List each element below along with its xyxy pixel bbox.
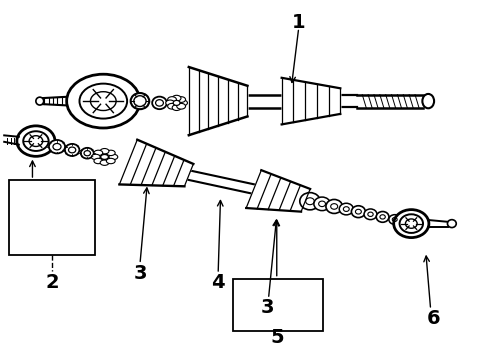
Ellipse shape: [79, 84, 127, 118]
Ellipse shape: [422, 94, 434, 108]
Ellipse shape: [67, 74, 140, 128]
Bar: [233, 279, 323, 330]
Ellipse shape: [106, 150, 115, 156]
Ellipse shape: [156, 100, 163, 106]
Ellipse shape: [177, 97, 186, 103]
Text: 3: 3: [133, 264, 147, 283]
Ellipse shape: [106, 158, 115, 164]
Ellipse shape: [351, 206, 366, 217]
Ellipse shape: [36, 97, 44, 105]
Ellipse shape: [168, 97, 176, 103]
Ellipse shape: [94, 158, 103, 164]
Text: 4: 4: [211, 273, 225, 292]
Ellipse shape: [399, 214, 423, 233]
Ellipse shape: [172, 105, 181, 111]
Ellipse shape: [152, 96, 167, 109]
Ellipse shape: [17, 126, 55, 156]
Bar: [9, 180, 95, 255]
Ellipse shape: [65, 144, 79, 156]
Ellipse shape: [172, 95, 181, 101]
Ellipse shape: [23, 131, 49, 151]
Ellipse shape: [166, 100, 174, 106]
Ellipse shape: [100, 160, 109, 165]
Ellipse shape: [389, 215, 401, 224]
Ellipse shape: [177, 103, 186, 109]
Text: 3: 3: [260, 298, 274, 317]
Ellipse shape: [339, 203, 353, 215]
Ellipse shape: [326, 199, 343, 213]
Ellipse shape: [81, 148, 94, 159]
Ellipse shape: [376, 212, 389, 222]
Ellipse shape: [91, 154, 100, 159]
Ellipse shape: [131, 93, 149, 109]
Text: 6: 6: [426, 309, 440, 328]
Ellipse shape: [393, 210, 429, 238]
Text: 2: 2: [45, 273, 59, 292]
Ellipse shape: [100, 149, 109, 154]
Polygon shape: [246, 170, 310, 212]
Ellipse shape: [300, 193, 320, 210]
Ellipse shape: [134, 96, 146, 107]
Ellipse shape: [49, 140, 65, 153]
Text: 5: 5: [270, 328, 284, 347]
Ellipse shape: [94, 150, 103, 156]
Ellipse shape: [364, 209, 377, 220]
Ellipse shape: [109, 154, 118, 159]
Ellipse shape: [179, 100, 188, 106]
Ellipse shape: [168, 103, 176, 109]
Text: 1: 1: [292, 13, 306, 32]
Polygon shape: [120, 140, 194, 186]
Ellipse shape: [314, 197, 330, 211]
Ellipse shape: [100, 154, 108, 159]
Ellipse shape: [173, 100, 180, 105]
Ellipse shape: [447, 220, 456, 228]
